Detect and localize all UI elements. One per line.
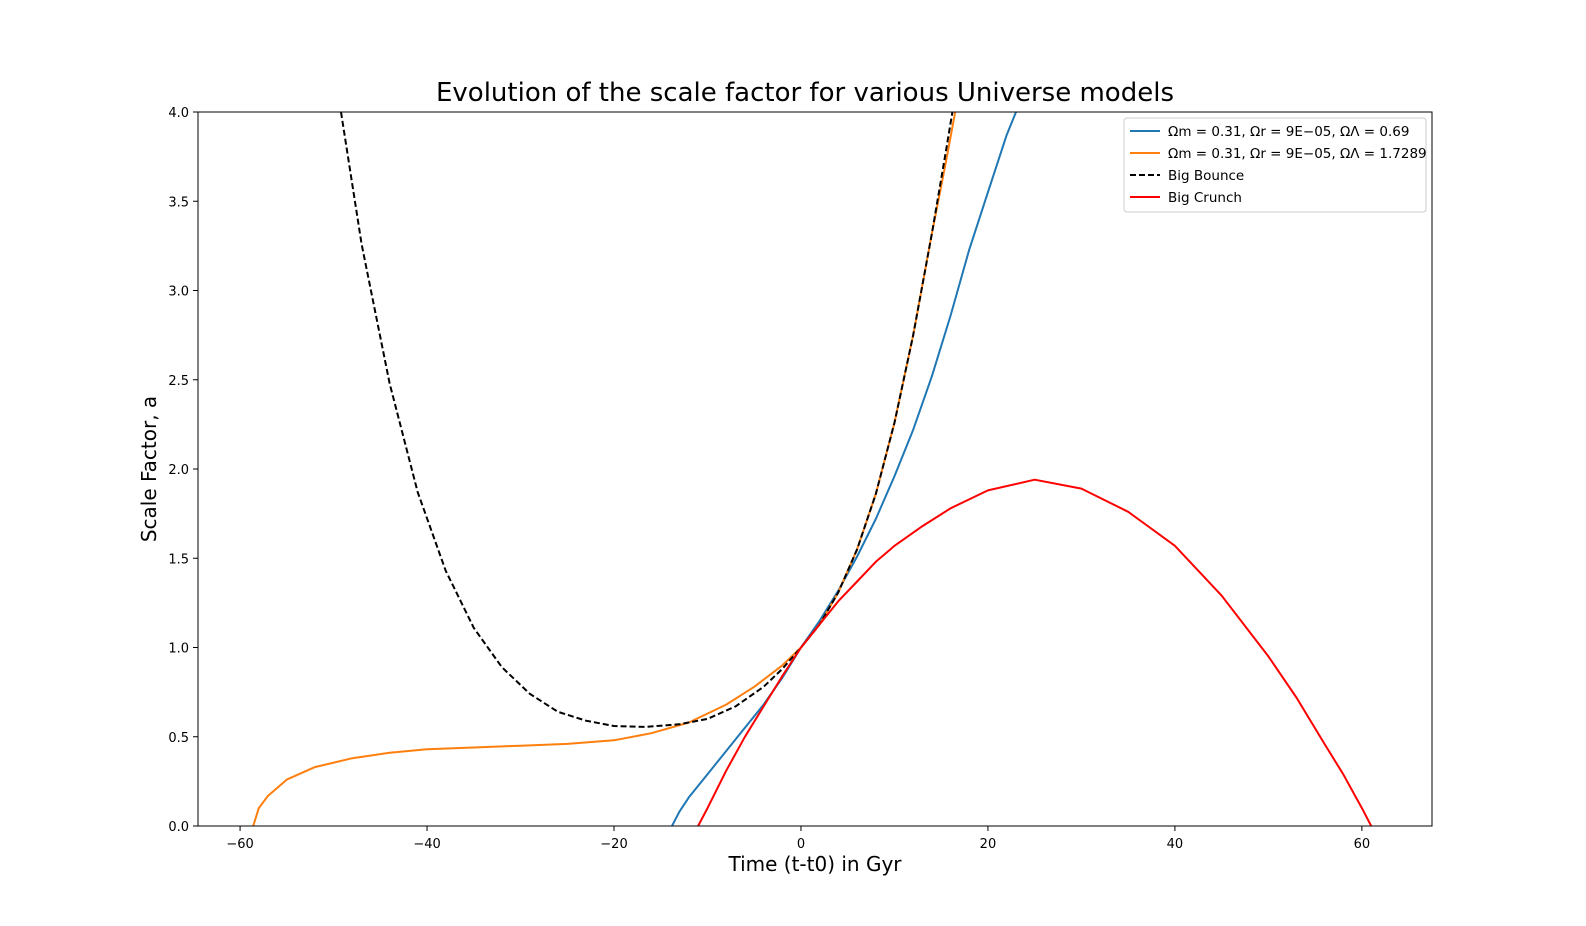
y-axis: 0.0 0.5 1.0 1.5 2.0 2.5 3.0 3.5 4.0: [168, 106, 198, 835]
legend-label: Ωm = 0.31, Ωr = 9E−05, ΩΛ = 1.7289: [1168, 146, 1427, 162]
x-tick-label: −20: [600, 837, 627, 852]
legend: Ωm = 0.31, Ωr = 9E−05, ΩΛ = 0.69 Ωm = 0.3…: [1123, 117, 1427, 213]
x-tick-label: −60: [226, 837, 253, 852]
x-axis-label: Time (t-t0) in Gyr: [727, 852, 902, 876]
y-tick-label: 3.0: [168, 285, 189, 300]
y-tick-label: 3.5: [168, 195, 189, 210]
series-line-4: [697, 478, 1373, 826]
y-tick-label: 4.0: [168, 106, 189, 121]
x-axis: −60 −40 −20 0 20 40 60: [226, 826, 1370, 852]
x-tick-label: −40: [413, 837, 440, 852]
y-tick-label: 1.5: [168, 552, 189, 567]
x-tick-label: 0: [797, 837, 805, 852]
y-tick-label: 0.0: [168, 820, 189, 835]
x-tick-label: 60: [1354, 837, 1371, 852]
legend-label: Big Crunch: [1168, 190, 1242, 206]
series-layer: [252, 112, 1373, 826]
legend-box: [1123, 117, 1427, 213]
legend-label: Ωm = 0.31, Ωr = 9E−05, ΩΛ = 0.69: [1168, 124, 1409, 140]
x-tick-label: 40: [1167, 837, 1184, 852]
y-tick-label: 2.0: [168, 463, 189, 478]
chart-title: Evolution of the scale factor for variou…: [436, 78, 1174, 108]
y-tick-label: 1.0: [168, 642, 189, 657]
y-tick-label: 2.5: [168, 374, 189, 389]
series-line-3: [340, 112, 954, 728]
x-tick-label: 20: [980, 837, 997, 852]
y-axis-label: Scale Factor, a: [137, 396, 161, 542]
y-tick-label: 0.5: [168, 731, 189, 746]
legend-label: Big Bounce: [1168, 168, 1244, 184]
